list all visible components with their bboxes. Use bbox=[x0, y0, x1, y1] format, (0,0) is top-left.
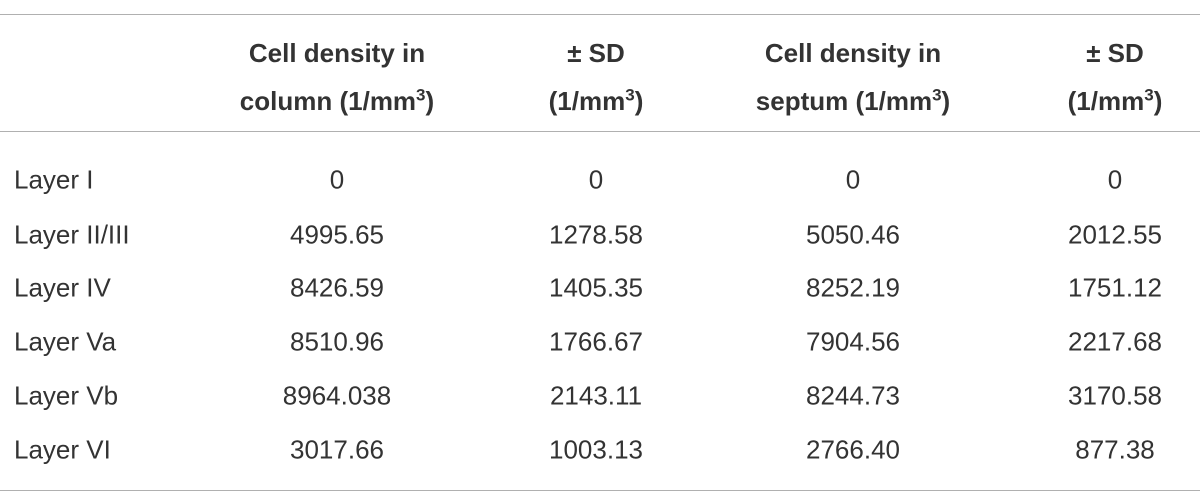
column-header: ± SD (1/mm3) bbox=[1068, 29, 1163, 125]
header-line: Cell density in bbox=[764, 38, 942, 68]
header-close: ) bbox=[634, 86, 644, 116]
cell-value: 5050.46 bbox=[806, 219, 900, 250]
cell-value: 8426.59 bbox=[290, 272, 384, 303]
row-label: Layer Va bbox=[14, 326, 117, 357]
cell-value: 0 bbox=[1107, 164, 1123, 195]
header-line: (1/mm bbox=[548, 86, 626, 116]
header-rule bbox=[0, 131, 1200, 132]
cell-value: 0 bbox=[588, 164, 604, 195]
cell-value: 7904.56 bbox=[806, 326, 900, 357]
header-close: ) bbox=[941, 86, 951, 116]
cell-value: 4995.65 bbox=[290, 219, 384, 250]
cell-value: 1766.67 bbox=[549, 326, 643, 357]
row-label: Layer Vb bbox=[14, 380, 119, 411]
cell-value: 1003.13 bbox=[549, 434, 643, 465]
cell-value: 1751.12 bbox=[1068, 272, 1162, 303]
cell-value: 2217.68 bbox=[1068, 326, 1162, 357]
column-header: Cell density in column (1/mm3) bbox=[240, 29, 434, 125]
bottom-rule bbox=[0, 490, 1200, 491]
header-line: column (1/mm bbox=[239, 86, 417, 116]
row-label: Layer I bbox=[14, 164, 94, 195]
header-line: Cell density in bbox=[248, 38, 426, 68]
superscript: 3 bbox=[416, 85, 426, 105]
cell-value: 0 bbox=[329, 164, 345, 195]
cell-value: 877.38 bbox=[1075, 434, 1155, 465]
header-line: septum (1/mm bbox=[755, 86, 933, 116]
superscript: 3 bbox=[1144, 85, 1154, 105]
superscript: 3 bbox=[932, 85, 942, 105]
row-label: Layer VI bbox=[14, 434, 111, 465]
header-line: (1/mm bbox=[1067, 86, 1145, 116]
cell-value: 3017.66 bbox=[290, 434, 384, 465]
superscript: 3 bbox=[625, 85, 635, 105]
cell-value: 8964.038 bbox=[282, 380, 392, 411]
header-line: ± SD bbox=[1086, 38, 1144, 68]
column-header: Cell density in septum (1/mm3) bbox=[756, 29, 950, 125]
column-header: ± SD (1/mm3) bbox=[549, 29, 644, 125]
header-line: ± SD bbox=[567, 38, 625, 68]
cell-value: 2143.11 bbox=[549, 380, 643, 411]
cell-value: 1405.35 bbox=[549, 272, 643, 303]
cell-value: 2012.55 bbox=[1068, 219, 1162, 250]
cell-value: 8252.19 bbox=[806, 272, 900, 303]
top-rule bbox=[0, 14, 1200, 15]
cell-value: 1278.58 bbox=[549, 219, 643, 250]
cell-value: 8510.96 bbox=[290, 326, 384, 357]
row-label: Layer IV bbox=[14, 272, 111, 303]
cell-value: 2766.40 bbox=[806, 434, 900, 465]
header-close: ) bbox=[1153, 86, 1163, 116]
cell-value: 0 bbox=[845, 164, 861, 195]
header-close: ) bbox=[425, 86, 435, 116]
row-label: Layer II/III bbox=[14, 219, 130, 250]
cell-value: 3170.58 bbox=[1068, 380, 1162, 411]
cell-value: 8244.73 bbox=[806, 380, 900, 411]
